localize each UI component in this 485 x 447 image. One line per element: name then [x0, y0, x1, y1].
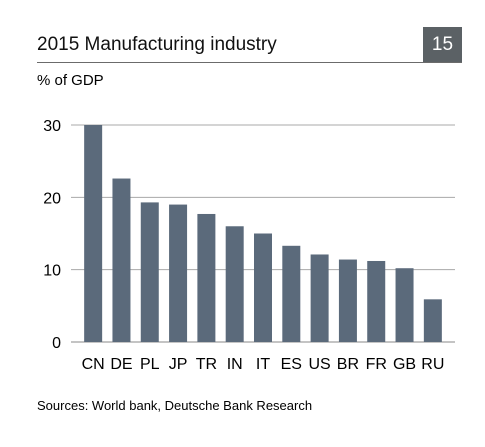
bar-gb: [395, 268, 414, 342]
y-tick-label: 30: [43, 118, 61, 135]
page-number-badge: 15: [423, 27, 462, 62]
x-category-label-in: IN: [227, 356, 243, 373]
y-axis-tick-labels: 0 10 20 30: [43, 118, 61, 352]
y-tick-label: 20: [43, 190, 61, 207]
x-category-label-us: US: [308, 356, 330, 373]
chart-title: 2015 Manufacturing industry: [37, 34, 277, 55]
bar-es: [282, 245, 301, 342]
bars: [84, 125, 442, 342]
x-category-label-pl: PL: [140, 356, 160, 373]
x-category-label-fr: FR: [366, 356, 387, 373]
bar-tr: [197, 213, 216, 342]
x-category-label-tr: TR: [196, 356, 217, 373]
bar-fr: [367, 260, 386, 342]
bar-jp: [169, 204, 188, 342]
bar-ru: [423, 299, 442, 342]
bar-in: [225, 226, 244, 342]
source-note: Sources: World bank, Deutsche Bank Resea…: [37, 398, 313, 413]
x-category-label-jp: JP: [169, 356, 188, 373]
x-category-label-ru: RU: [421, 356, 444, 373]
bar-us: [310, 254, 329, 342]
x-category-label-it: IT: [256, 356, 270, 373]
bar-de: [112, 178, 131, 342]
x-axis-category-labels: CN DE PL JP TR IN IT ES US BR FR GB RU: [82, 356, 445, 373]
bar-br: [338, 259, 357, 342]
bar-pl: [140, 202, 159, 342]
x-category-label-gb: GB: [393, 356, 416, 373]
x-category-label-br: BR: [337, 356, 359, 373]
x-category-label-cn: CN: [82, 356, 105, 373]
bar-it: [254, 233, 272, 342]
x-category-label-es: ES: [281, 356, 302, 373]
bar-cn: [84, 125, 103, 342]
y-tick-label: 10: [43, 263, 61, 280]
title-divider: [37, 62, 462, 63]
x-category-label-de: DE: [110, 356, 132, 373]
y-axis-unit-label: % of GDP: [37, 72, 104, 89]
y-tick-label: 0: [52, 335, 61, 352]
